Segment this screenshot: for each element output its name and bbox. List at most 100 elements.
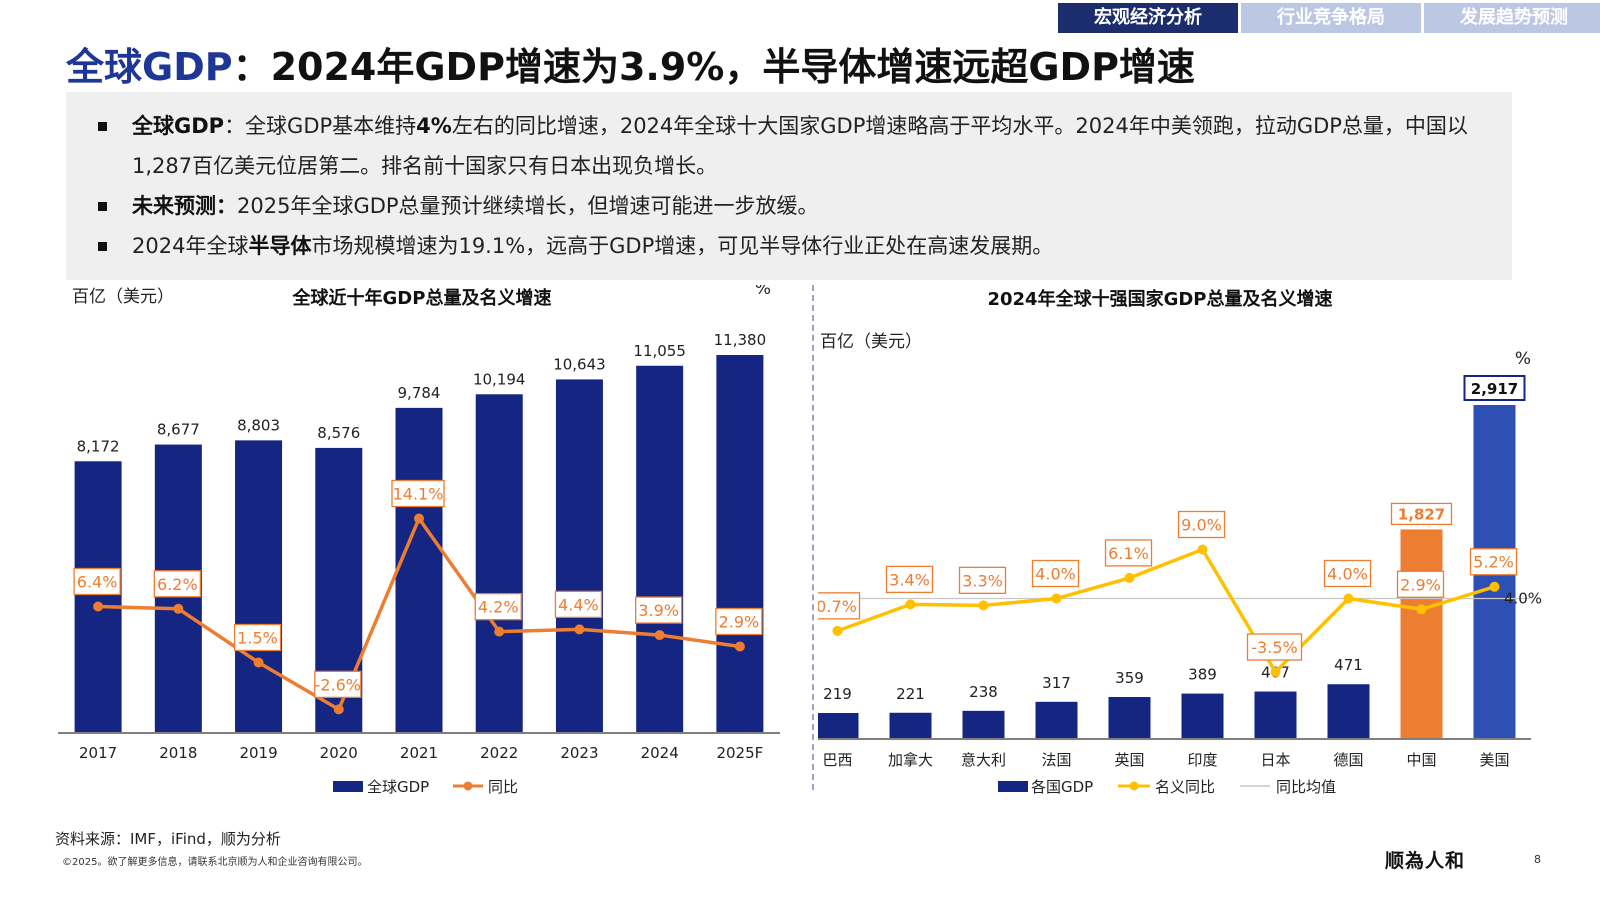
nominal-growth-label: 3.3% [962, 571, 1003, 590]
tab-macro-economy[interactable]: 宏观经济分析 [1058, 3, 1238, 33]
company-logo: 顺為人和 [1385, 850, 1466, 872]
nominal-growth-point [1489, 581, 1500, 592]
x-tick-label: 2018 [159, 744, 197, 762]
right-y2-axis-label: % [1515, 349, 1531, 369]
growth-rate-label-box [391, 479, 445, 508]
growth-rate-label-box [635, 596, 683, 624]
bullet-square-icon [98, 122, 107, 131]
x-tick-label: 美国 [1479, 751, 1509, 769]
nominal-growth-point [1343, 593, 1354, 604]
country-gdp-bar [1181, 693, 1224, 738]
x-tick-label: 日本 [1260, 751, 1290, 769]
nominal-growth-label: 0.7% [818, 597, 857, 616]
growth-rate-label: 3.9% [638, 601, 679, 620]
nominal-growth-label-box [885, 565, 934, 594]
growth-rate-label-box [153, 570, 201, 598]
growth-rate-label-box [554, 590, 603, 619]
x-tick-label: 2024 [641, 744, 679, 762]
x-tick-label: 2019 [239, 744, 277, 762]
nominal-growth-label: 2.9% [1400, 575, 1441, 594]
tab-trend-forecast[interactable]: 发展趋势预测 [1424, 3, 1600, 33]
nominal-growth-point [832, 625, 843, 636]
growth-rate-label-box [314, 670, 362, 699]
country-gdp-value-label: 219 [823, 685, 852, 703]
nominal-growth-label-box [1104, 539, 1153, 567]
gdp-bar [235, 440, 283, 732]
gdp-bar-value-label: 11,380 [714, 331, 767, 349]
country-gdp-bar [1035, 701, 1078, 738]
growth-rate-point [494, 626, 505, 637]
x-tick-label: 加拿大 [888, 751, 933, 769]
legend-gdp-swatch [333, 781, 363, 792]
country-gdp-value-label: 221 [896, 685, 925, 703]
country-gdp-value-label: 359 [1115, 669, 1144, 687]
bullet-square-icon [98, 242, 107, 251]
gdp-bar [555, 379, 603, 732]
legend-gdp-label: 全球GDP [367, 778, 429, 796]
growth-rate-label: 14.1% [393, 485, 444, 504]
country-gdp-value-box [1463, 375, 1526, 401]
summary-box: 全球GDP：全球GDP基本维持4%左右的同比增速，2024年全球十大国家GDP增… [66, 92, 1512, 280]
nominal-growth-label: 3.4% [889, 570, 930, 589]
top10-gdp-chart: 百亿（美元） 2024年全球十强国家GDP总量及名义增速% 219 巴西 221 加拿大 2… [818, 288, 1542, 796]
nominal-growth-point [1416, 604, 1427, 615]
gdp-bar-value-label: 8,576 [317, 424, 360, 442]
growth-rate-label: 6.2% [157, 575, 198, 594]
nominal-growth-label: -3.5% [1251, 638, 1297, 657]
x-tick-label: 2025F [716, 744, 763, 762]
growth-rate-label-box [715, 607, 763, 636]
x-tick-label: 法国 [1041, 751, 1071, 769]
section-nav: 宏观经济分析 行业竞争格局 发展趋势预测 [1058, 3, 1600, 33]
left-y2-axis-label: % [755, 285, 771, 299]
title-highlight: 全球GDP [66, 45, 233, 89]
country-gdp-bar [889, 712, 932, 738]
growth-rate-point [654, 630, 665, 641]
bullet-keyword: 4% [416, 114, 452, 138]
x-tick-label: 2021 [400, 744, 438, 762]
country-gdp-bar [1108, 697, 1151, 738]
growth-rate-label: 4.2% [478, 598, 519, 617]
nominal-growth-point [1124, 572, 1135, 583]
tab-industry-competition[interactable]: 行业竞争格局 [1241, 3, 1421, 33]
x-tick-label: 2023 [560, 744, 598, 762]
growth-rate-label: -2.6% [315, 675, 361, 694]
legend-growth-marker [1129, 781, 1139, 791]
x-tick-label: 2022 [480, 744, 518, 762]
legend-growth-label: 同比 [488, 778, 518, 796]
growth-rate-point [414, 513, 424, 524]
gdp-bar-value-label: 10,194 [473, 370, 526, 388]
country-gdp-value-box [1390, 502, 1453, 526]
summary-bullet-gdp: 全球GDP：全球GDP基本维持4%左右的同比增速，2024年全球十大国家GDP增… [82, 106, 1496, 186]
country-gdp-value-label: 238 [969, 683, 998, 701]
average-reference-label: 4.0% [1504, 590, 1542, 608]
page-title: 全球GDP：2024年GDP增速为3.9%，半导体增速远超GDP增速 [66, 36, 1195, 91]
nominal-growth-label-box [1323, 559, 1372, 588]
gdp-bar [74, 461, 122, 732]
growth-rate-label-box [73, 567, 121, 596]
nominal-growth-point [905, 599, 916, 610]
left-y-axis-label: 百亿（美元） [72, 287, 174, 307]
nominal-growth-label-box [818, 592, 861, 620]
bullet-text: 2024年全球 [132, 234, 249, 258]
growth-rate-label: 1.5% [237, 629, 278, 648]
nominal-growth-label-box [1396, 570, 1445, 598]
gdp-bar-value-label: 11,055 [633, 342, 686, 360]
x-tick-label: 英国 [1114, 751, 1144, 769]
source-note: 资料来源：IMF，iFind，顺为分析 [55, 830, 281, 848]
nominal-growth-line [836, 547, 1496, 675]
growth-rate-label: 2.9% [719, 613, 760, 632]
gdp-bar [395, 407, 443, 732]
chart-divider [812, 285, 814, 790]
right-y-axis-label: 百亿（美元） [820, 332, 922, 352]
country-gdp-value-label: 471 [1334, 656, 1363, 674]
country-gdp-value-label: 317 [1042, 674, 1071, 692]
legend-gdp-swatch [998, 781, 1028, 792]
country-gdp-value-label: 1,827 [1398, 505, 1445, 523]
nominal-growth-label: 5.2% [1473, 553, 1514, 572]
country-gdp-bar [962, 710, 1005, 738]
nominal-growth-point [978, 600, 989, 611]
gdp-bar-value-label: 8,803 [237, 416, 280, 434]
bullet-square-icon [98, 202, 107, 211]
country-gdp-value-label: 2,917 [1471, 380, 1518, 398]
growth-rate-label-box [474, 592, 522, 621]
